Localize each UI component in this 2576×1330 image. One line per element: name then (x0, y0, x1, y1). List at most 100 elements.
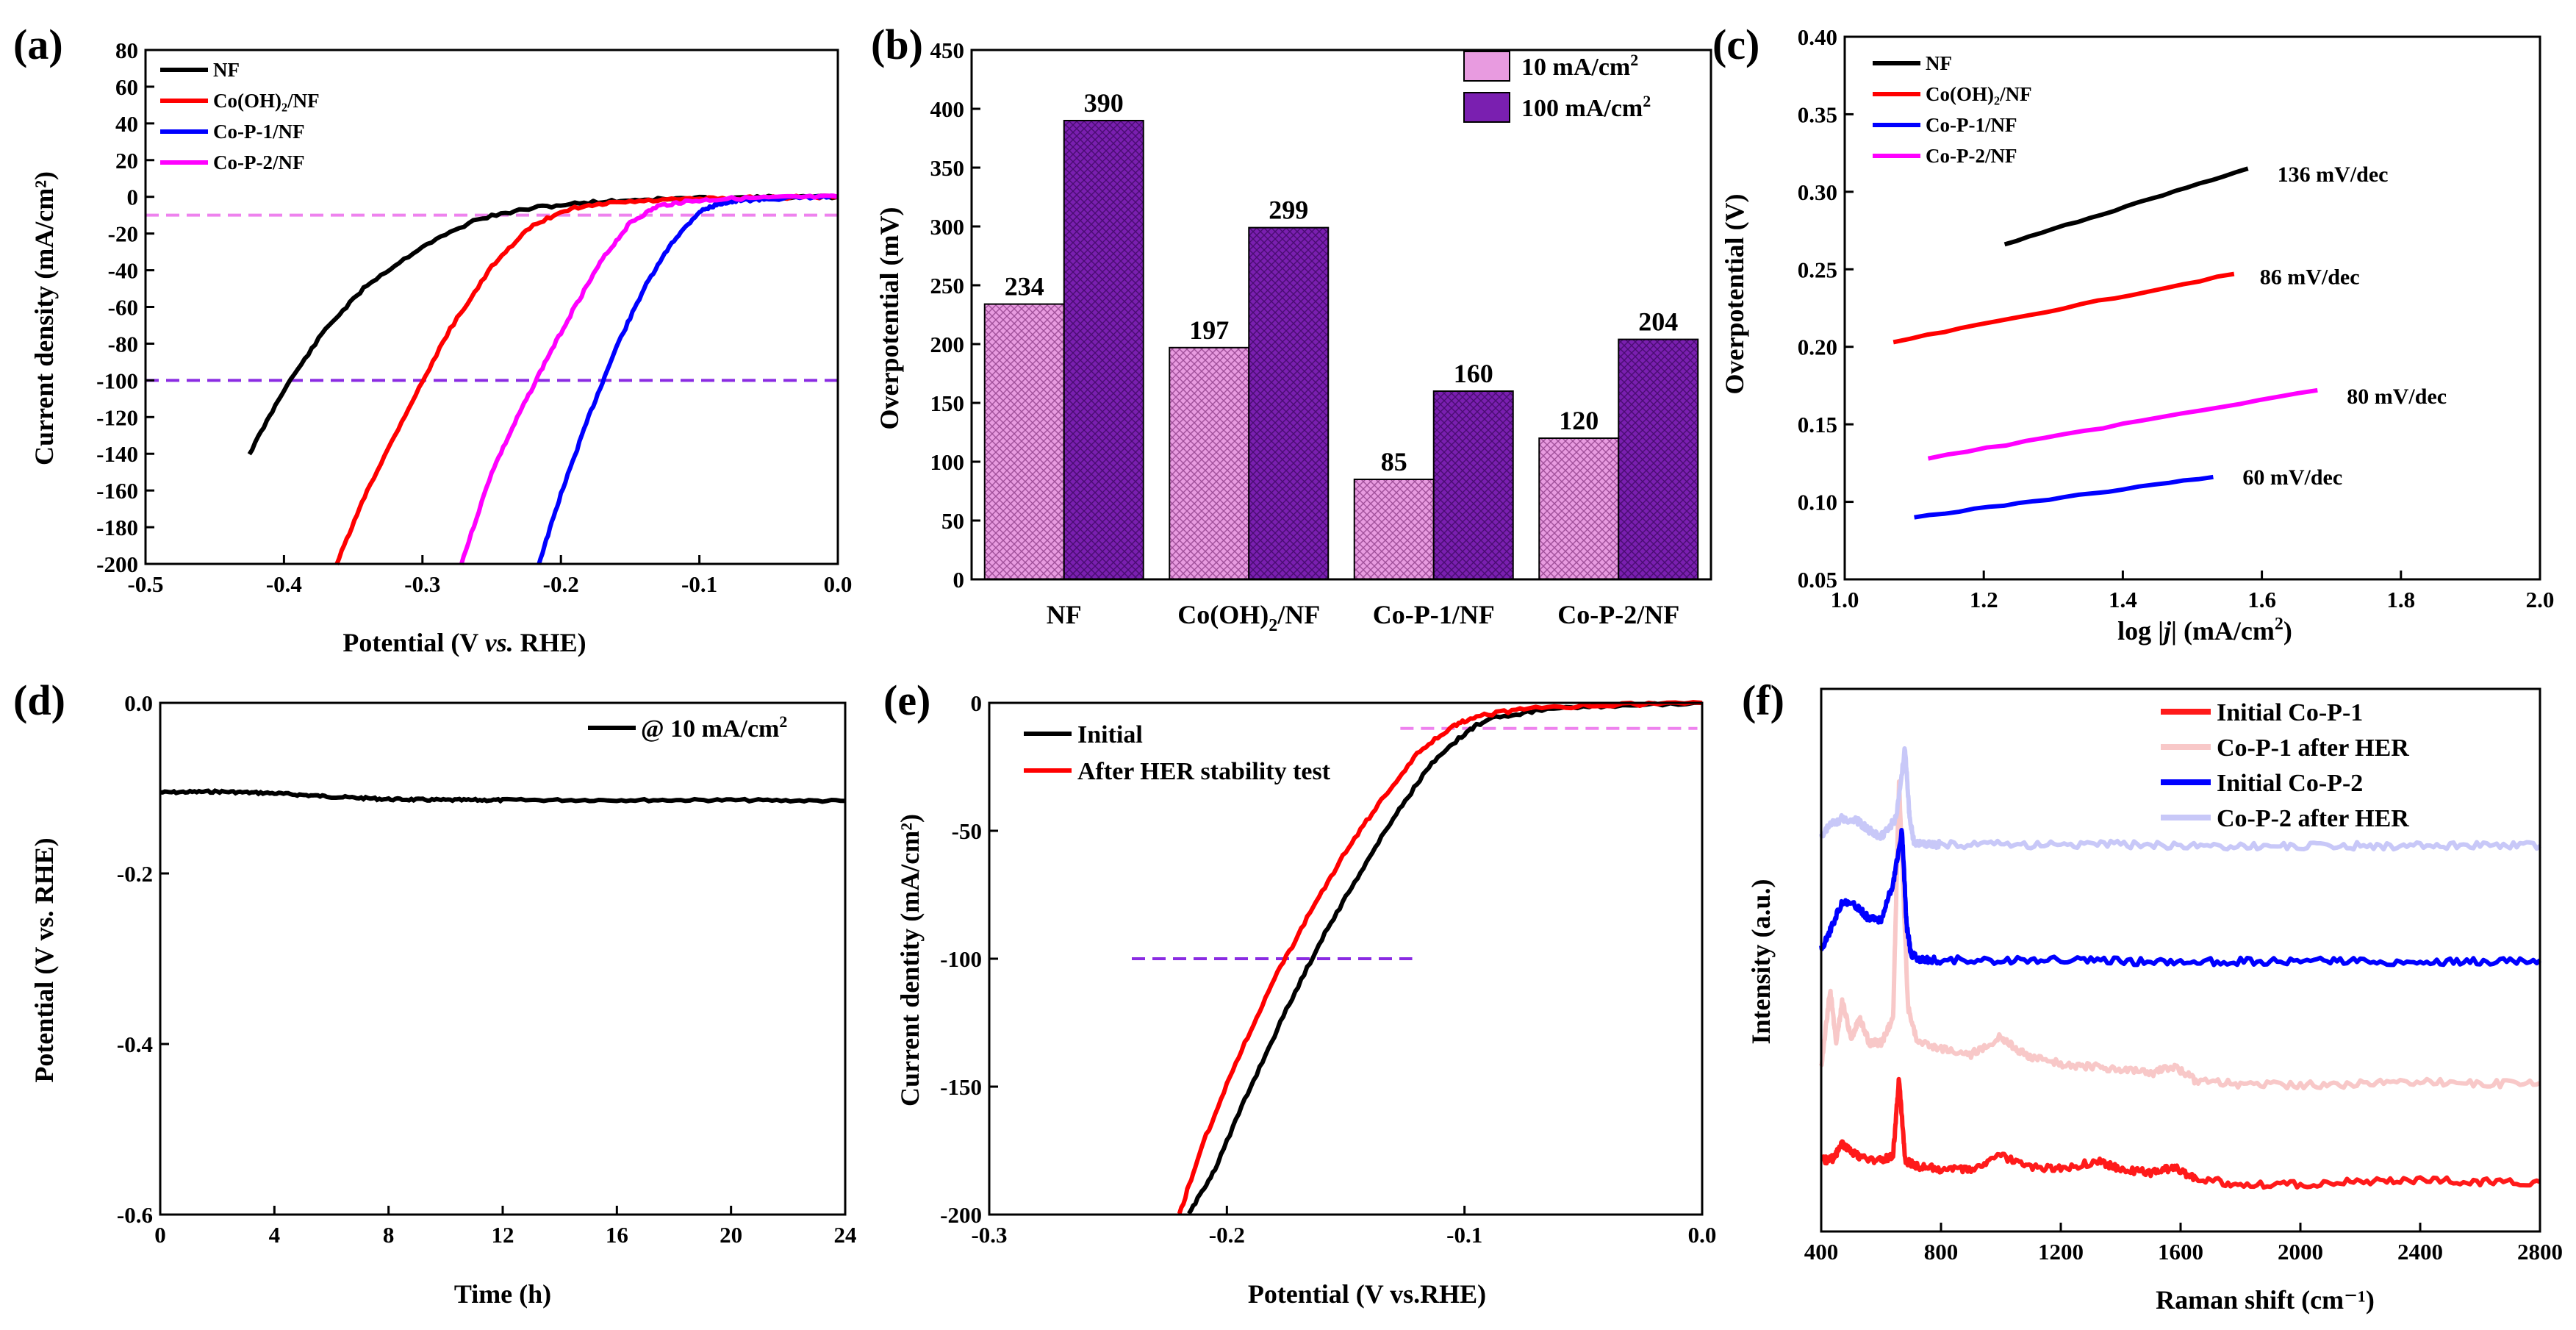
panel-e-xtick-label: 0.0 (1688, 1222, 1717, 1248)
panel-b-category-label: Co(OH)2/NF (1177, 600, 1320, 635)
panel-c-ytick-label: 0.15 (1798, 412, 1837, 437)
legend-label-cop2: Co-P-2/NF (213, 151, 304, 174)
panel-d-frame (159, 701, 847, 1216)
panel-b-bar-label: 234 (1005, 272, 1044, 301)
panel-f-series-1 (1819, 779, 2541, 1091)
panel-e-ytick-label: -150 (940, 1074, 982, 1100)
panel-c-ytick-label: 0.20 (1798, 335, 1837, 360)
panel-c-xtick-label: 1.2 (1970, 587, 1998, 612)
panel-c-xtick-label: 1.8 (2386, 587, 2415, 612)
panel-b-bar-3-1 (1618, 338, 1699, 580)
panel-c-slope-label: 80 mV/dec (2347, 385, 2447, 409)
panel-d-xtick-label: 12 (492, 1222, 514, 1248)
panel-a-legend: NF Co(OH)₂/NF Co-P-1/NF Co-P-2/NF (160, 59, 320, 174)
panel-b-ytick-label: 200 (930, 332, 965, 357)
panel-e-xtick-label: -0.3 (971, 1222, 1007, 1248)
panel-f: 400 800 1200 1600 2000 2400 2800 (1804, 687, 2563, 1265)
legend-label-10ma: @ 10 mA/cm2 (641, 712, 787, 743)
panel-b-bar-0-0 (983, 303, 1065, 580)
legend-swatch-100 (1463, 92, 1510, 123)
panel-a-ytick-label: 20 (115, 148, 138, 174)
panel-f-xtick-label: 1600 (2158, 1239, 2203, 1265)
panel-b-category-label: NF (1047, 600, 1082, 629)
panel-a-ytick-label: 80 (115, 37, 138, 63)
panel-b-ytick-label: 300 (930, 214, 965, 240)
panel-b-legend: 10 mA/cm2 100 mA/cm2 (1463, 51, 1651, 123)
panel-f-series-2 (1819, 828, 2542, 968)
legend-label-nf: NF (1926, 52, 1952, 74)
panel-c-slope-label: 136 mV/dec (2278, 162, 2389, 187)
panel-c-ytick-label: 0.05 (1798, 567, 1837, 593)
panel-d-ytick-label: -0.2 (117, 861, 153, 887)
panel-c-xtick-label: 1.0 (1831, 587, 1859, 612)
panel-a-series-2 (537, 193, 839, 565)
panel-e-ytick-label: -100 (940, 946, 982, 972)
panel-b-bar-label: 197 (1189, 315, 1229, 345)
panel-f-xtick-label: 1200 (2038, 1239, 2084, 1265)
panel-b-bar-1-1 (1248, 226, 1330, 580)
panel-c-ytick-label: 0.30 (1798, 179, 1837, 205)
panel-d-xlabel: Time (h) (454, 1279, 551, 1309)
panel-f-xtick-label: 2400 (2397, 1239, 2443, 1265)
panel-f-ylabel: Intensity (a.u.) (1746, 879, 1776, 1044)
panel-d-ylabel: Potential (V vs. RHE) (29, 837, 59, 1082)
panel-e-ytick-label: 0 (971, 690, 983, 716)
panel-d-xtick-label: 0 (154, 1222, 166, 1248)
panel-d-series-0 (159, 788, 846, 804)
legend-swatch-10 (1463, 51, 1510, 82)
panel-a-ytick-label: -120 (96, 404, 138, 430)
panel-e-legend: Initial After HER stability test (1024, 721, 1331, 785)
panel-b-label: (b) (871, 21, 923, 68)
panel-a-ytick-label: -140 (96, 441, 138, 467)
panel-c-xtick-label: 1.4 (2109, 587, 2137, 612)
panel-a-ytick-label: 40 (115, 111, 138, 137)
panel-a-ytick-label: -20 (108, 221, 138, 247)
panel-b-bar-label: 85 (1381, 447, 1407, 476)
panel-a-ytick-label: -40 (108, 258, 138, 284)
panel-d-ytick-label: -0.6 (117, 1202, 153, 1228)
panel-d-xtick-label: 16 (606, 1222, 628, 1248)
panel-b-ylabel: Overpotential (mV) (875, 207, 904, 430)
legend-label-cop1: Co-P-1/NF (213, 121, 304, 143)
panel-c-slope-label: 86 mV/dec (2260, 265, 2360, 290)
panel-b: 234 390 NF 197 299 Co(OH)2/NF 85 160 Co-P-1/NF 12… (930, 37, 1712, 635)
legend-label-cop2-after: Co-P-2 after HER (2217, 805, 2409, 832)
panel-f-legend: Initial Co-P-1 Co-P-1 after HER Initial … (2161, 699, 2409, 832)
panel-c-xtick-label: 1.6 (2247, 587, 2276, 612)
panel-b-bar-1-0 (1169, 346, 1250, 580)
panel-c-ytick-label: 0.10 (1798, 490, 1837, 515)
panel-c-series-2 (1914, 474, 2214, 520)
panel-b-category-label: Co-P-1/NF (1373, 600, 1495, 629)
panel-a: -0.5 -0.4 -0.3 -0.2 -0.1 0.0 80 60 40 20 0 -20 -40 -6… (96, 37, 852, 597)
panel-c: 136 mV/dec 86 mV/dec 60 mV/dec 80 mV/dec 1.0… (1798, 24, 2555, 612)
panel-b-ytick-label: 250 (930, 273, 965, 298)
panel-a-series-3 (459, 193, 839, 565)
panel-b-ytick-label: 0 (953, 567, 965, 593)
panel-e-xlabel: Potential (V vs.RHE) (1248, 1279, 1486, 1309)
legend-label-cop1: Co-P-1/NF (1926, 114, 2017, 136)
panel-e-series-1 (1177, 700, 1703, 1215)
legend-label-initial: Initial (1077, 721, 1143, 748)
panel-a-ytick-label: -60 (108, 295, 138, 321)
panel-c-series-3 (1927, 387, 2318, 461)
panel-d-xtick-label: 24 (834, 1222, 857, 1248)
legend-label-cop1-after: Co-P-1 after HER (2217, 734, 2409, 762)
panel-e-xtick-label: -0.2 (1209, 1222, 1245, 1248)
panel-e: -0.3 -0.2 -0.1 0.0 0 -50 -100 -150 -200 (940, 690, 1716, 1248)
panel-b-ytick-label: 50 (941, 508, 964, 534)
panel-e-ytick-label: -200 (940, 1202, 982, 1228)
panel-c-ylabel: Overpotential (V) (1720, 194, 1749, 395)
panel-b-bar-label: 204 (1638, 307, 1678, 337)
panel-c-series-0 (2003, 166, 2249, 247)
panel-c-slope-label: 60 mV/dec (2242, 465, 2342, 490)
panel-a-xtick-label: -0.1 (681, 571, 717, 597)
panel-c-series-1 (1892, 271, 2235, 345)
panel-b-bar-label: 390 (1084, 88, 1124, 118)
panel-b-ytick-label: 350 (930, 155, 965, 181)
panel-f-xlabel: Raman shift (cm⁻¹) (2156, 1285, 2375, 1315)
panel-a-xtick-label: -0.4 (266, 571, 302, 597)
panel-a-ytick-label: -80 (108, 331, 138, 357)
panel-a-xtick-label: 0.0 (824, 571, 853, 597)
panel-b-category-label: Co-P-2/NF (1557, 600, 1679, 629)
